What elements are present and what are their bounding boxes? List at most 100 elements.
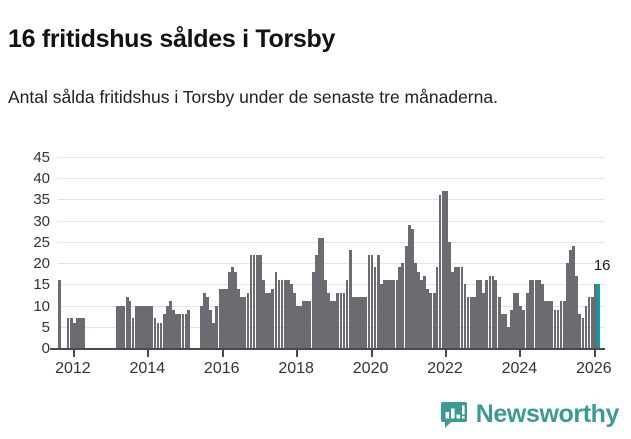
bar[interactable] [559,301,563,348]
bar[interactable] [575,275,579,348]
bar[interactable] [525,292,529,348]
bar[interactable] [538,280,541,348]
bar[interactable] [358,297,362,348]
bar[interactable] [261,280,265,348]
bar[interactable] [376,254,380,348]
bar[interactable] [135,305,138,348]
bar[interactable] [296,305,299,348]
bar[interactable] [578,314,581,348]
bar[interactable] [237,288,241,348]
bar[interactable] [324,280,327,348]
bar[interactable] [330,301,334,348]
bar[interactable] [361,297,365,348]
bar[interactable] [280,280,284,348]
bar[interactable] [333,301,337,348]
bar[interactable] [234,271,237,348]
bar[interactable] [243,297,247,348]
bar[interactable] [516,292,520,348]
bar[interactable] [389,280,392,348]
bar[interactable] [224,288,228,348]
bar[interactable] [351,297,355,348]
bar[interactable] [550,301,554,348]
bar[interactable] [420,280,423,348]
bar[interactable] [138,305,141,348]
bar[interactable] [314,254,318,348]
bar[interactable] [491,275,495,348]
bar[interactable] [466,297,470,348]
bar[interactable] [544,301,548,348]
bar[interactable] [277,280,281,348]
bar[interactable] [472,297,476,348]
bar[interactable] [417,271,420,348]
bar[interactable] [457,267,461,348]
bar[interactable] [590,297,594,348]
newsworthy-logo[interactable]: Newsworthy [440,400,619,429]
bar[interactable] [562,301,566,348]
bar[interactable] [342,292,346,348]
bar[interactable] [311,271,315,348]
bar[interactable] [451,271,455,348]
bar[interactable] [432,292,436,348]
bar[interactable] [308,301,312,348]
bar[interactable] [268,292,272,348]
bar[interactable] [404,246,408,348]
bar[interactable] [131,318,135,348]
bar[interactable] [510,309,513,348]
bar[interactable] [336,292,340,348]
bar[interactable] [429,292,433,348]
bar[interactable] [125,297,129,348]
bar[interactable] [407,224,411,348]
bar[interactable] [178,314,181,348]
bar[interactable] [519,305,523,348]
bar[interactable] [587,297,591,348]
bar[interactable] [228,271,231,348]
bar[interactable] [482,292,485,348]
bar[interactable] [426,288,430,348]
bar[interactable] [535,280,538,348]
bar[interactable] [497,297,501,348]
bar[interactable] [289,284,293,348]
bar[interactable] [386,280,389,348]
bar[interactable] [286,280,290,348]
bar[interactable] [75,318,79,348]
bar[interactable] [327,292,330,348]
bar[interactable] [488,275,492,348]
bar[interactable] [305,301,309,348]
bar[interactable] [494,280,498,348]
bar[interactable] [206,297,209,348]
bar[interactable] [364,297,368,348]
bar[interactable] [200,305,203,348]
bar[interactable] [565,263,569,348]
bar[interactable] [373,267,377,348]
bar[interactable] [463,284,467,348]
bar[interactable] [531,280,535,348]
bar[interactable] [410,229,414,348]
bar[interactable] [293,292,296,348]
bar[interactable] [218,288,222,348]
bar[interactable] [522,309,526,348]
bar[interactable] [159,322,163,348]
bar[interactable] [265,292,269,348]
bar[interactable] [367,254,371,348]
bar[interactable] [444,190,448,348]
bar[interactable] [553,309,557,348]
bar[interactable] [370,254,374,348]
bar[interactable] [547,301,551,348]
bar[interactable] [447,241,451,348]
bar[interactable] [274,271,278,348]
bar[interactable] [255,254,259,348]
bar[interactable] [500,314,504,348]
bar[interactable] [528,280,532,348]
bar[interactable] [116,305,120,348]
bar[interactable] [584,305,588,348]
bar[interactable] [392,280,395,348]
bar[interactable] [58,280,61,348]
bar[interactable] [513,292,516,348]
bar[interactable] [181,314,185,348]
bar[interactable] [147,305,151,348]
bar[interactable] [299,305,302,348]
bar[interactable] [168,301,172,348]
bar[interactable] [348,250,352,348]
bar[interactable] [212,322,216,348]
bar[interactable] [119,305,123,348]
